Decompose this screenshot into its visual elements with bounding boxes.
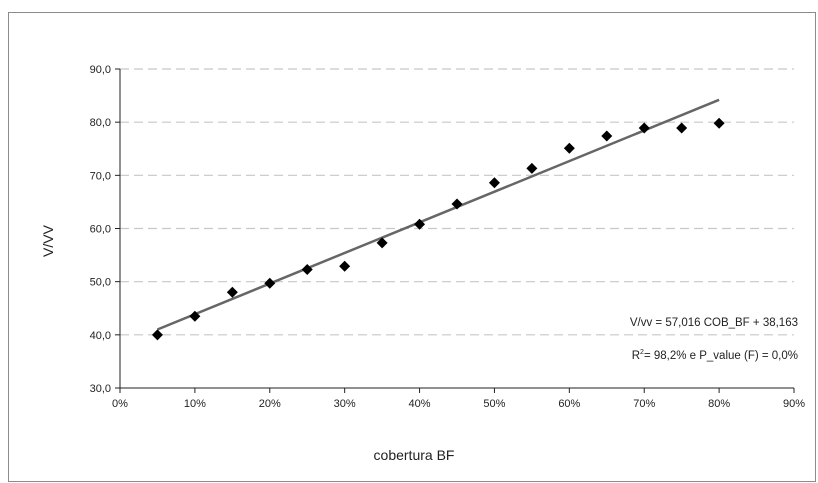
axes [115, 68, 795, 393]
x-tick-label: 50% [483, 398, 505, 410]
data-point [151, 329, 163, 341]
data-points [151, 117, 725, 341]
y-tick-label: 30,0 [90, 383, 111, 395]
data-point [563, 142, 575, 154]
data-point [226, 286, 238, 298]
x-tick-label: 40% [409, 398, 431, 410]
r-squared-annotation: R2= 98,2% e P_value (F) = 0,0% [632, 349, 798, 362]
data-point [264, 277, 276, 289]
scatter-chart: 30,0 40,0 50,0 60,0 70,0 80,0 90,0 0% 10% 20% 30% 4… [40, 64, 806, 463]
y-tick-label: 60,0 [90, 224, 111, 236]
data-point [414, 218, 426, 230]
x-tick-label: 20% [259, 398, 281, 410]
x-tick-label: 90% [783, 398, 805, 410]
x-tick-label: 70% [633, 398, 655, 410]
trendline [156, 98, 720, 331]
x-tick-label: 80% [708, 398, 730, 410]
data-point [638, 122, 650, 134]
r2-text: = 98,2% e P_value (F) = 0,0% [644, 350, 798, 362]
grid-lines [120, 68, 794, 336]
y-axis-title: V/VV [40, 224, 56, 257]
data-point [376, 237, 388, 249]
data-point [488, 177, 500, 189]
data-point [601, 130, 613, 142]
x-axis-title: cobertura BF [374, 447, 455, 463]
y-tick-label: 50,0 [90, 277, 111, 289]
data-point [301, 263, 313, 275]
r2-symbol: R [632, 350, 640, 362]
y-tick-label: 70,0 [90, 170, 111, 182]
chart-frame: 30,0 40,0 50,0 60,0 70,0 80,0 90,0 0% 10% 20% 30% 4… [8, 12, 816, 482]
data-point [339, 260, 351, 272]
y-tick-label: 80,0 [90, 117, 111, 129]
data-point [189, 310, 201, 322]
y-tick-label: 40,0 [90, 330, 111, 342]
y-tick-label: 90,0 [90, 64, 111, 76]
x-tick-label: 60% [558, 398, 580, 410]
data-point [526, 162, 538, 174]
r2-exponent: 2 [640, 349, 644, 356]
x-tick-label: 10% [184, 398, 206, 410]
data-point [676, 122, 688, 134]
tick-labels: 30,0 40,0 50,0 60,0 70,0 80,0 90,0 0% 10% 20% 30% 4… [90, 64, 806, 410]
x-tick-label: 0% [112, 398, 128, 410]
trendline-path [156, 98, 720, 331]
regression-equation: V/vv = 57,016 COB_BF + 38,163 [630, 317, 798, 329]
data-point [451, 198, 463, 210]
x-tick-label: 30% [334, 398, 356, 410]
data-point [713, 117, 725, 129]
